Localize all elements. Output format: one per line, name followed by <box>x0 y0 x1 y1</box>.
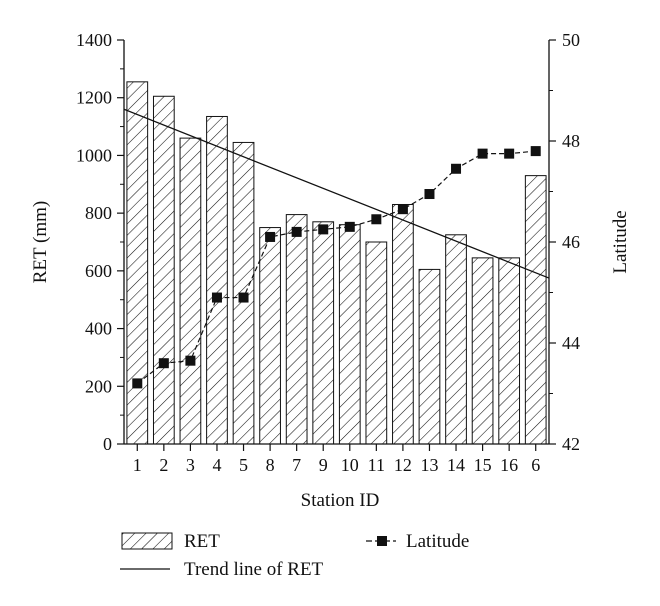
y2-tick-label: 46 <box>562 232 580 252</box>
x-tick-label: 5 <box>239 455 248 475</box>
bars-layer <box>126 81 547 445</box>
x-tick-label: 14 <box>447 455 465 475</box>
x-tick-label: 11 <box>368 455 385 475</box>
y-tick-label: 400 <box>85 319 112 339</box>
x-tick-label: 8 <box>266 455 275 475</box>
ret-bar <box>471 257 494 445</box>
y2-axis-title: Latitude <box>610 210 631 273</box>
ret-bar <box>418 268 441 445</box>
latitude-point <box>504 148 515 159</box>
y2-tick-label: 50 <box>562 30 580 50</box>
x-tick-label: 10 <box>341 455 359 475</box>
y-tick-label: 200 <box>85 376 112 396</box>
latitude-point <box>477 148 488 159</box>
ret-bar <box>179 137 202 445</box>
y-tick-label: 0 <box>103 434 112 454</box>
ret-bar <box>498 257 521 445</box>
ret-bar <box>126 81 149 445</box>
latitude-point <box>344 221 355 232</box>
ret-bar <box>524 175 547 445</box>
latitude-point <box>397 204 408 215</box>
ret-bar <box>206 115 228 445</box>
x-tick-label: 15 <box>474 455 492 475</box>
trend-line <box>123 108 550 279</box>
legend-ret-swatch <box>121 532 173 550</box>
legend: RET Latitude Trend line of RET <box>120 531 469 580</box>
latitude-point <box>265 231 276 242</box>
latitude-point <box>530 146 541 157</box>
x-tick-label: 6 <box>531 455 540 475</box>
latitude-line <box>136 150 536 384</box>
latitude-point <box>291 226 302 237</box>
ret-bar <box>392 203 414 445</box>
latitude-point <box>318 224 329 235</box>
legend-latitude-label: Latitude <box>406 531 469 552</box>
x-tick-label: 2 <box>159 455 168 475</box>
x-tick-label: 1 <box>133 455 142 475</box>
ret-bar <box>152 95 175 445</box>
latitude-point <box>238 292 249 303</box>
legend-latitude-marker <box>377 536 387 546</box>
y-tick-label: 800 <box>85 203 112 223</box>
y2-tick-label: 48 <box>562 131 580 151</box>
legend-trend-label: Trend line of RET <box>184 559 324 580</box>
latitude-point <box>211 292 222 303</box>
x-tick-label: 4 <box>212 455 221 475</box>
latitude-point <box>371 214 382 225</box>
latitude-point <box>451 163 462 174</box>
y-tick-label: 600 <box>85 261 112 281</box>
y-tick-label: 1400 <box>76 30 112 50</box>
x-tick-label: 9 <box>319 455 328 475</box>
ret-bar <box>445 234 467 445</box>
ret-bar <box>365 241 388 445</box>
x-tick-label: 7 <box>292 455 301 475</box>
y-axis-title: RET (mm) <box>30 201 51 284</box>
latitude-layer <box>132 146 541 389</box>
y-tick-label: 1200 <box>76 88 112 108</box>
ret-bar <box>312 221 335 445</box>
x-tick-label: 12 <box>394 455 412 475</box>
latitude-point <box>424 189 435 200</box>
y2-tick-label: 44 <box>562 333 580 353</box>
trend-layer <box>123 108 550 279</box>
y2-tick-label: 42 <box>562 434 580 454</box>
ret-bar <box>338 224 361 445</box>
x-tick-label: 13 <box>420 455 438 475</box>
ret-bar <box>259 227 281 445</box>
x-tick-label: 3 <box>186 455 195 475</box>
ret-bar <box>285 214 308 445</box>
x-tick-label: 16 <box>500 455 518 475</box>
x-axis-title: Station ID <box>301 490 380 511</box>
latitude-point <box>185 355 196 366</box>
latitude-point <box>158 358 169 369</box>
latitude-point <box>132 378 143 389</box>
legend-ret-label: RET <box>184 531 220 552</box>
y-tick-label: 1000 <box>76 145 112 165</box>
